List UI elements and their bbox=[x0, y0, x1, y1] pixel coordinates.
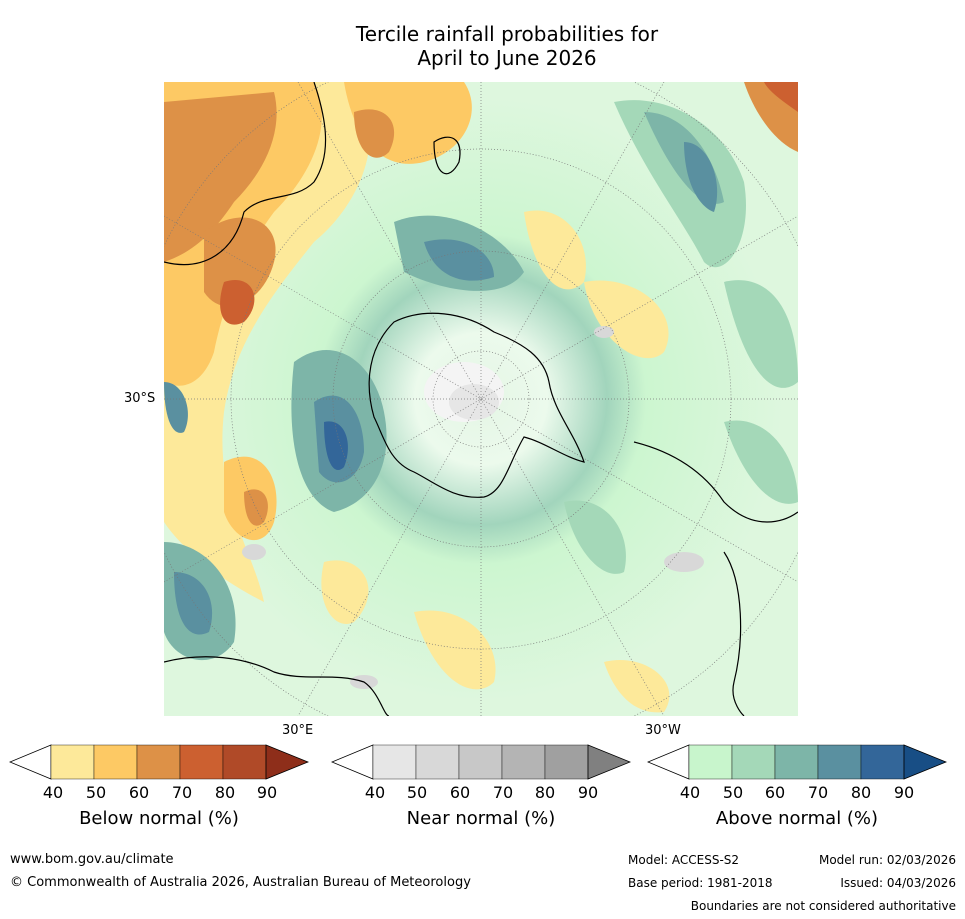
colorbar-bin bbox=[136, 744, 181, 780]
latitude-label-30s: 30°S bbox=[124, 391, 156, 406]
above-normal-regions bbox=[164, 100, 798, 661]
footer-model: Model: ACCESS-S2 bbox=[628, 853, 740, 867]
below-normal-regions bbox=[164, 82, 798, 713]
south-america-coast bbox=[633, 441, 798, 716]
tick-label: 70 bbox=[807, 783, 829, 802]
colorbar-bin bbox=[458, 744, 503, 780]
colorbar-bin bbox=[179, 744, 224, 780]
tick-label: 90 bbox=[893, 783, 915, 802]
tick-label: 70 bbox=[492, 783, 514, 802]
map-title-line1: Tercile rainfall probabilities for bbox=[355, 22, 659, 46]
antarctica-coast bbox=[368, 312, 585, 498]
colorbar-bin bbox=[544, 744, 589, 780]
footer-disclaimer: Boundaries are not considered authoritat… bbox=[690, 899, 956, 913]
tick-label: 80 bbox=[850, 783, 872, 802]
australia-coast bbox=[164, 82, 327, 266]
colorbar-bin bbox=[93, 744, 138, 780]
colorbar-min-arrow bbox=[330, 744, 374, 780]
tick-label: 50 bbox=[85, 783, 107, 802]
colorbar-above-svg bbox=[646, 744, 948, 780]
colorbar-title-below: Below normal (%) bbox=[79, 808, 239, 829]
colorbar-bin bbox=[372, 744, 417, 780]
footer-copyright: © Commonwealth of Australia 2026, Austra… bbox=[10, 875, 471, 890]
colorbar-near-svg bbox=[330, 744, 632, 780]
colorbar-bin bbox=[501, 744, 546, 780]
near-normal-regions bbox=[242, 326, 704, 689]
tick-label: 90 bbox=[577, 783, 599, 802]
colorbar-max-arrow bbox=[265, 744, 310, 780]
map-title: Tercile rainfall probabilities for April… bbox=[0, 22, 965, 70]
polar-map-svg bbox=[164, 82, 798, 716]
colorbar-below-normal bbox=[8, 744, 310, 780]
colorbar-bin bbox=[817, 744, 862, 780]
tick-label: 50 bbox=[406, 783, 428, 802]
colorbar-bin bbox=[415, 744, 460, 780]
tick-label: 60 bbox=[449, 783, 471, 802]
colorbar-min-arrow bbox=[8, 744, 52, 780]
colorbar-bin bbox=[688, 744, 733, 780]
colorbar-bin bbox=[860, 744, 905, 780]
footer-issued: Issued: 04/03/2026 bbox=[840, 876, 956, 890]
colorbar-title-above: Above normal (%) bbox=[715, 808, 879, 829]
colorbar-bin bbox=[222, 744, 267, 780]
map-title-line2: April to June 2026 bbox=[417, 46, 597, 70]
tick-label: 50 bbox=[722, 783, 744, 802]
colorbar-max-arrow bbox=[587, 744, 632, 780]
colorbar-bin bbox=[731, 744, 776, 780]
colorbar-min-arrow bbox=[646, 744, 690, 780]
coastlines bbox=[164, 82, 798, 716]
colorbar-max-arrow bbox=[903, 744, 948, 780]
tick-label: 60 bbox=[764, 783, 786, 802]
footer-url-link[interactable]: www.bom.gov.au/climate bbox=[10, 852, 174, 867]
colorbar-near-normal bbox=[330, 744, 632, 780]
africa-coast bbox=[164, 656, 390, 716]
tick-label: 70 bbox=[171, 783, 193, 802]
colorbar-below-svg bbox=[8, 744, 310, 780]
tick-label: 40 bbox=[42, 783, 64, 802]
new-zealand-coast bbox=[433, 136, 461, 175]
footer-model-run: Model run: 02/03/2026 bbox=[818, 853, 956, 867]
tick-label: 80 bbox=[534, 783, 556, 802]
tick-label: 60 bbox=[128, 783, 150, 802]
longitude-label-30w: 30°W bbox=[645, 723, 681, 738]
footer-base-period: Base period: 1981-2018 bbox=[628, 876, 773, 890]
tick-label: 40 bbox=[679, 783, 701, 802]
graticule bbox=[164, 82, 798, 716]
colorbar-title-near: Near normal (%) bbox=[406, 808, 556, 829]
rainfall-probability-map[interactable] bbox=[164, 82, 798, 716]
colorbar-bin bbox=[50, 744, 95, 780]
tick-label: 80 bbox=[214, 783, 236, 802]
tick-label: 40 bbox=[364, 783, 386, 802]
tick-label: 90 bbox=[256, 783, 278, 802]
colorbar-bin bbox=[774, 744, 819, 780]
longitude-label-30e: 30°E bbox=[282, 723, 314, 738]
colorbar-above-normal bbox=[646, 744, 948, 780]
